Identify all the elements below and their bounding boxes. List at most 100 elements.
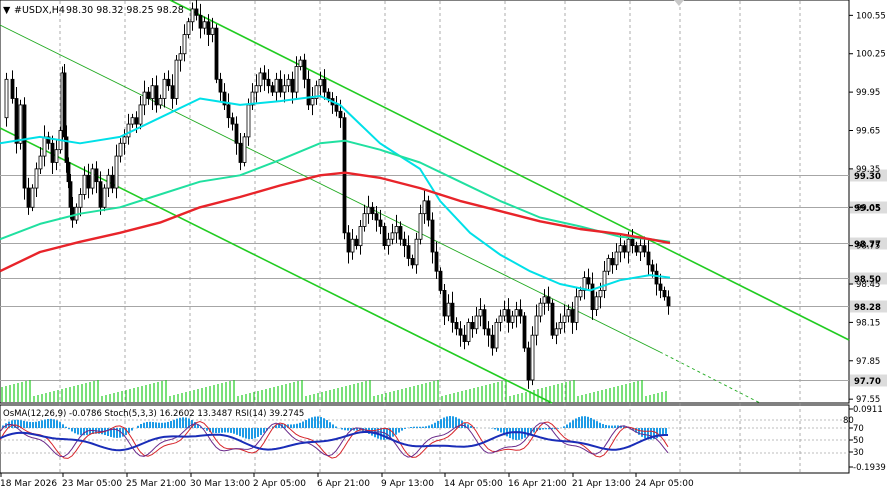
candle-body (158, 98, 163, 106)
indicator-scale-label: 0.0911 (853, 405, 883, 415)
candle-body (94, 168, 99, 183)
chart-shift-marker[interactable] (674, 0, 684, 6)
moving-average-line[interactable] (0, 95, 671, 292)
stoch-main-line (0, 422, 669, 458)
moving-average-line[interactable] (0, 171, 671, 273)
candle-body (502, 309, 507, 317)
candle-body (118, 142, 123, 157)
candle-body (318, 78, 323, 87)
candle-body (210, 27, 215, 35)
candle-body (322, 78, 327, 93)
candle-body (350, 238, 355, 253)
candle-body (638, 245, 643, 253)
candle-body (274, 78, 279, 93)
candle-body (342, 117, 347, 234)
horizontal-levels: 99.30 99.05 98.77 98.50 98.28 97.70 (0, 169, 887, 387)
candle-body (162, 78, 167, 99)
candle-body (230, 117, 235, 125)
symbol-dropdown-arrow[interactable]: ▼ (3, 5, 11, 16)
candle-body (226, 104, 231, 119)
level-tag (850, 374, 887, 387)
candle-body (66, 162, 71, 183)
candle-body (102, 187, 107, 208)
candle-body (590, 283, 595, 311)
candle-body (618, 245, 623, 253)
candle-body (410, 258, 415, 266)
candle-body (598, 290, 603, 298)
price-tick-label: 98.15 (856, 318, 880, 328)
candle-body (510, 315, 515, 323)
candle-body (374, 213, 379, 221)
candle-body (142, 91, 147, 106)
candle-body (198, 14, 203, 29)
candle-body (630, 238, 635, 247)
channel-line[interactable] (169, 0, 850, 341)
candle-body (150, 85, 155, 99)
channel-line[interactable] (659, 351, 761, 404)
candle-body (634, 245, 639, 253)
candle-body (62, 72, 67, 138)
time-label: 14 Apr 05:00 (444, 479, 503, 489)
candle-body (646, 251, 651, 266)
candle-body (466, 321, 471, 342)
candle-body (82, 174, 87, 195)
candle-body (46, 136, 51, 144)
candle-body (4, 78, 9, 119)
level-tag (850, 300, 887, 313)
level-tag (850, 169, 887, 182)
candle-body (314, 85, 319, 99)
candle-body (546, 296, 551, 304)
candle-body (654, 270, 659, 285)
time-label: 18 Mar 2026 (0, 479, 57, 489)
level-tag-label: 97.70 (854, 377, 881, 387)
price-tick-label: 99.95 (856, 88, 880, 98)
candle-body (390, 232, 395, 240)
candle-body (530, 334, 535, 381)
candle-body (78, 194, 83, 208)
candle-body (282, 85, 287, 93)
candle-body (366, 206, 371, 215)
candle-body (286, 78, 291, 87)
candle-body (26, 187, 31, 208)
candle-body (298, 59, 303, 67)
candle-body (470, 321, 475, 330)
candle-body (34, 168, 39, 189)
time-axis: 18 Mar 2026 23 Mar 05:00 25 Mar 21:00 30 Ma… (0, 473, 694, 489)
candle-body (338, 110, 343, 119)
moving-average-line[interactable] (0, 139, 671, 243)
candle-body (138, 104, 143, 125)
candle-body (666, 296, 671, 307)
candle-body (254, 85, 259, 93)
candle-body (438, 270, 443, 291)
candle-body (50, 142, 55, 163)
candle-body (386, 238, 391, 247)
candle-body (64, 136, 69, 163)
candle-body (518, 309, 523, 317)
candle-body (422, 200, 427, 215)
candle-body (658, 283, 663, 291)
candle-body (614, 251, 619, 266)
candle-body (170, 85, 175, 99)
indicator-level-label: 80 (843, 416, 854, 426)
candle-body (662, 290, 667, 298)
candle-body (90, 168, 95, 189)
candle-body (246, 104, 251, 138)
candle-body (434, 251, 439, 272)
candle-body (514, 309, 519, 317)
time-label: 30 Mar 13:00 (190, 479, 250, 489)
moving-averages (0, 95, 671, 292)
candle-body (430, 219, 435, 253)
candle-body (306, 78, 311, 106)
candle-body (194, 8, 199, 16)
candle-body (398, 226, 403, 240)
candle-body (406, 245, 411, 259)
candle-body (558, 321, 563, 330)
candle-body (98, 181, 103, 208)
indicator-scale-label: -0.1939 (853, 463, 886, 473)
candle-body (174, 59, 179, 99)
candle-body (190, 8, 195, 23)
time-label: 2 Apr 05:00 (253, 479, 306, 489)
candle-body (222, 91, 227, 106)
time-label: 6 Apr 21:00 (317, 479, 370, 489)
